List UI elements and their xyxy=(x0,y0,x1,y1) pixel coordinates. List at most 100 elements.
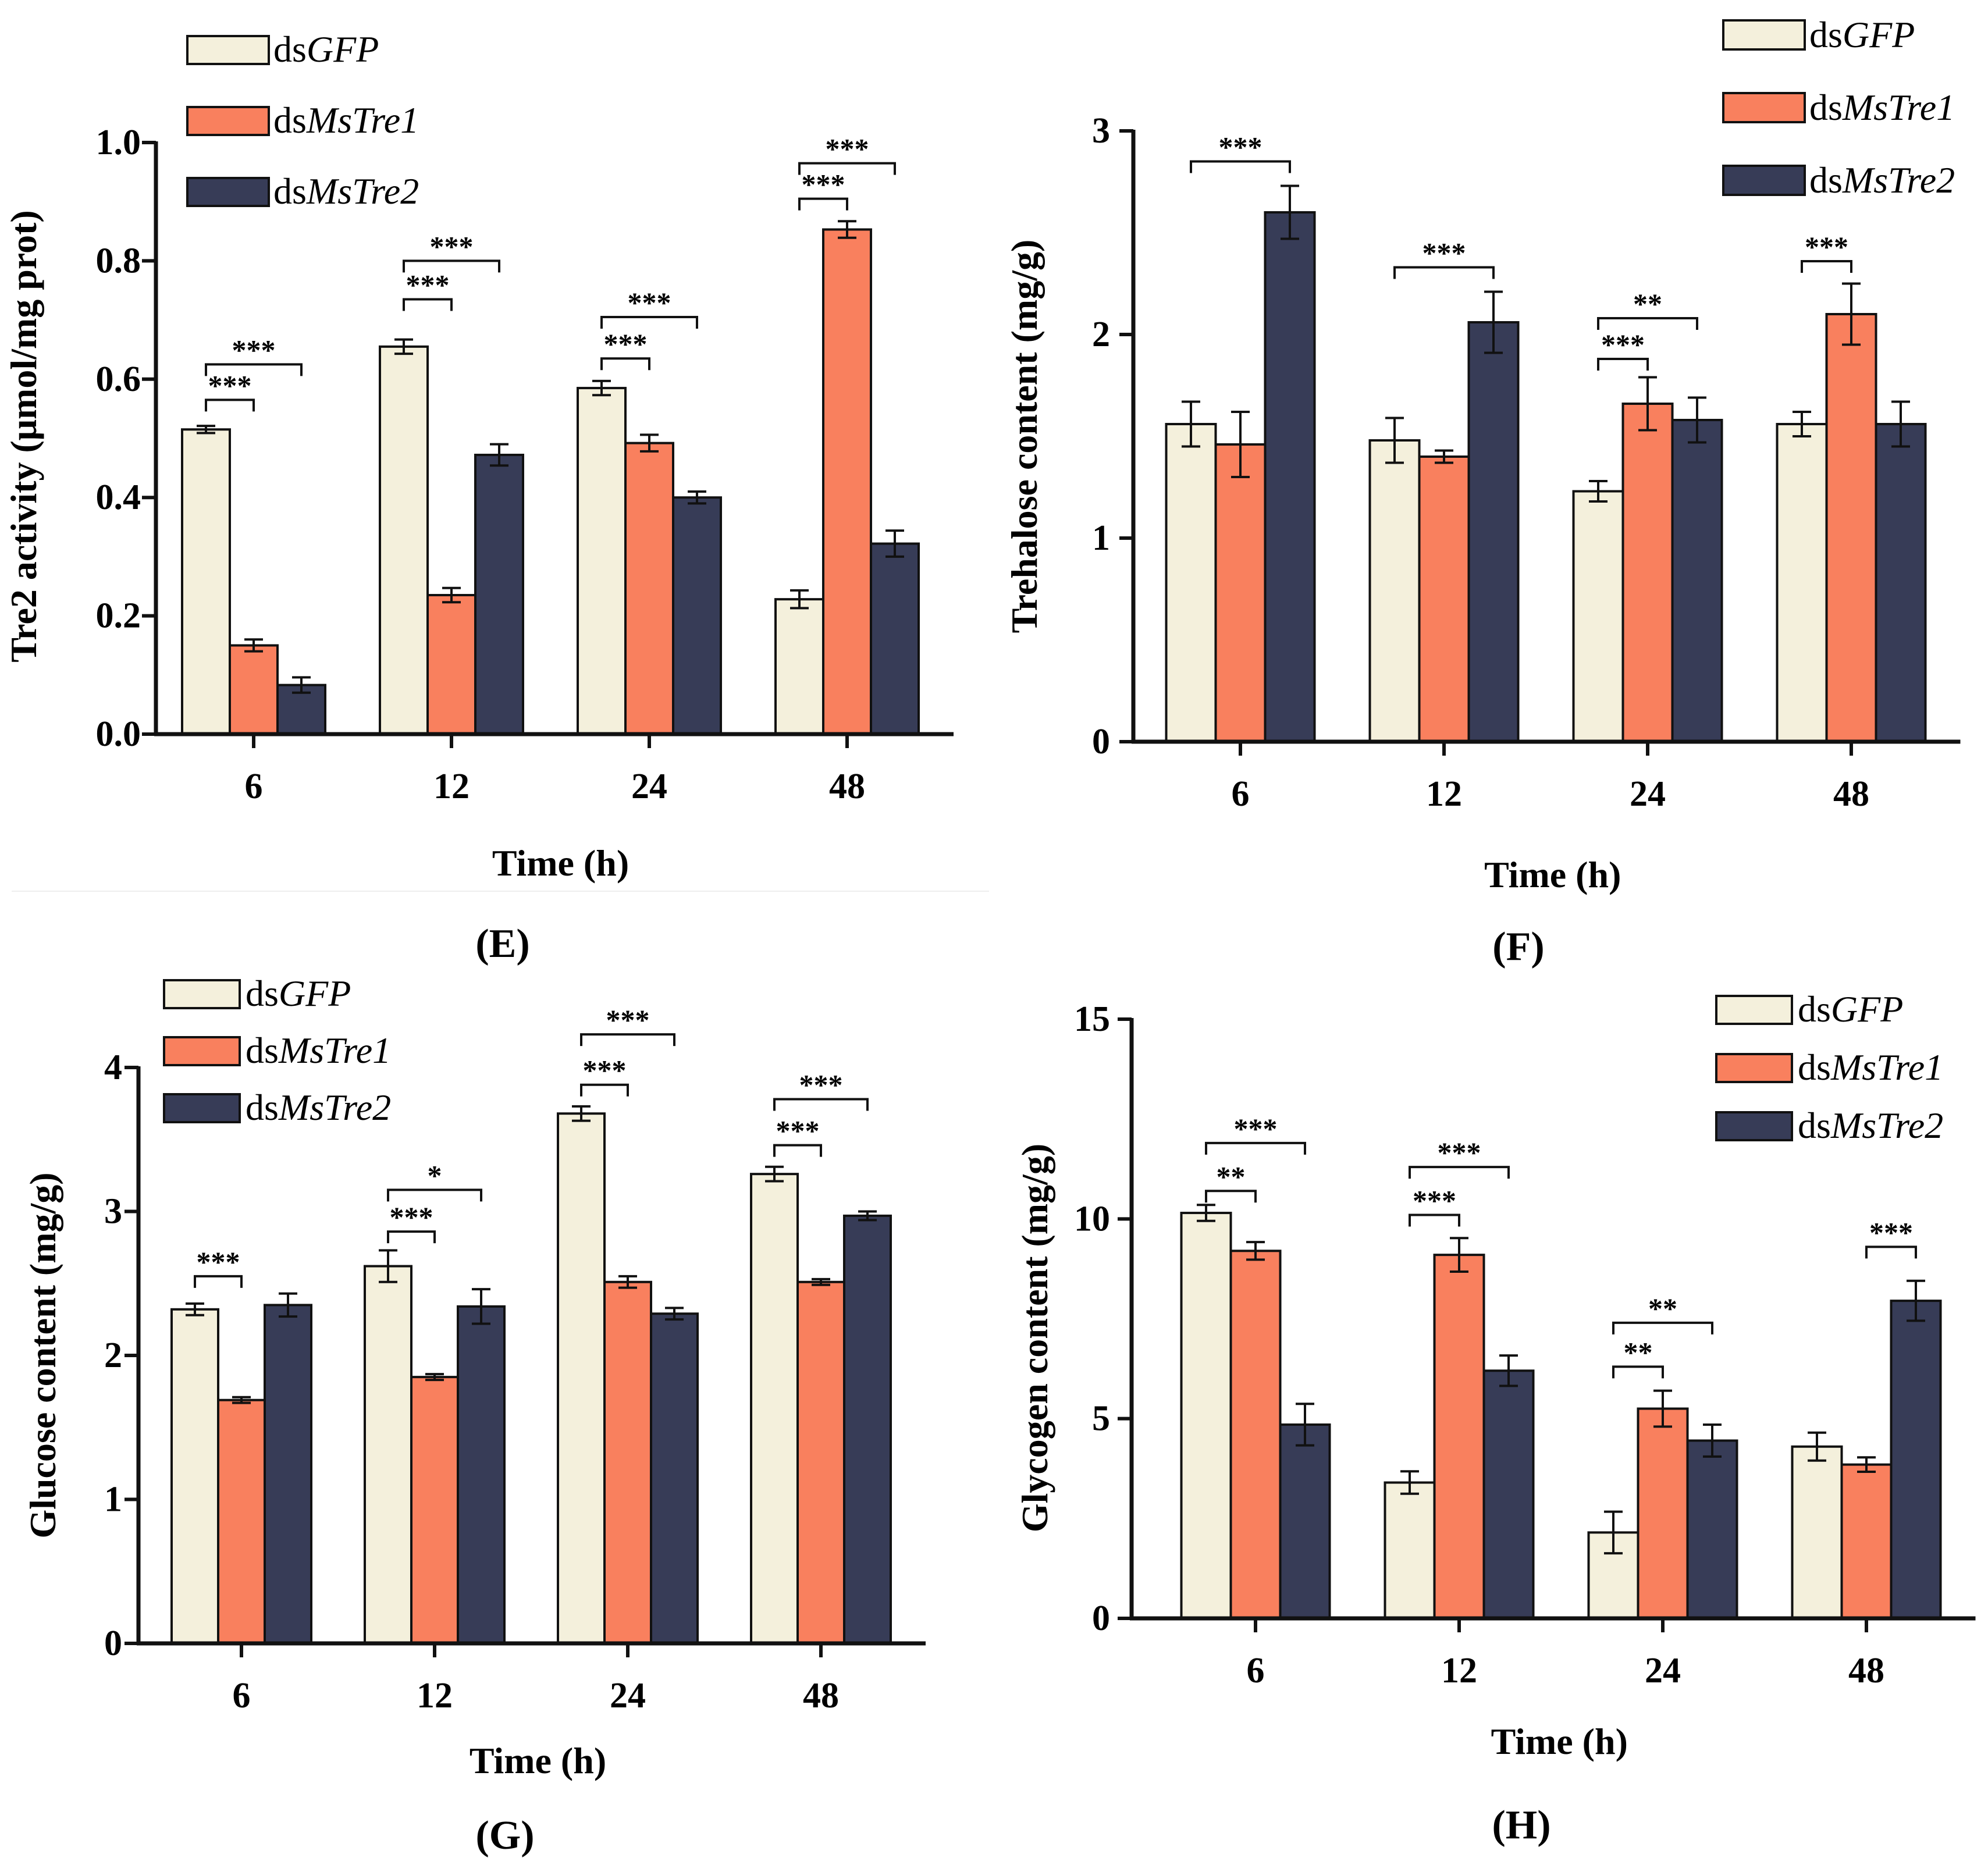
y-tick-label: 0.6 xyxy=(96,360,141,399)
legend-label-dsMsTre2: dsMsTre2 xyxy=(246,1087,391,1128)
significance-bracket xyxy=(600,316,698,329)
bar-dsMsTre2-24h xyxy=(672,496,722,735)
significance-bracket xyxy=(1409,1166,1510,1179)
legend-label-dsGFP: dsGFP xyxy=(246,973,351,1014)
significance-bracket xyxy=(1205,1190,1257,1203)
y-tick-label: 0.2 xyxy=(96,596,141,636)
y-tick-label: 3 xyxy=(104,1192,122,1232)
legend-swatch-dsMsTre1 xyxy=(186,106,270,136)
significance-label: *** xyxy=(1869,1216,1913,1248)
legend-swatch-dsMsTre2 xyxy=(163,1093,241,1123)
significance-bracket xyxy=(773,1144,822,1157)
significance-bracket xyxy=(1190,160,1291,173)
y-axis-title: Glucose content (mg/g) xyxy=(22,1172,63,1538)
significance-label: ** xyxy=(1633,287,1662,320)
significance-bracket xyxy=(1612,1365,1664,1379)
y-tick-label: 2 xyxy=(104,1336,122,1375)
y-tick-label: 1 xyxy=(104,1480,122,1519)
y-tick-label: 0 xyxy=(104,1624,122,1663)
x-tick-label: 24 xyxy=(1645,1651,1681,1691)
legend-label-dsMsTre2: dsMsTre2 xyxy=(273,170,419,212)
bar-dsMsTre1-24h xyxy=(603,1280,652,1645)
legend-label-dsMsTre2: dsMsTre2 xyxy=(1809,159,1955,201)
bar-dsGFP-12h xyxy=(1368,439,1421,743)
x-tick-label: 48 xyxy=(803,1676,839,1716)
legend-swatch-dsGFP xyxy=(1722,19,1806,51)
legend-swatch-dsGFP xyxy=(163,979,241,1009)
y-axis-title: Trehalose content (mg/g) xyxy=(1004,240,1045,634)
significance-label: *** xyxy=(802,168,845,201)
x-tick-label: 48 xyxy=(1848,1651,1884,1691)
bar-dsMsTre2-48h xyxy=(843,1214,892,1645)
significance-bracket xyxy=(1597,358,1649,371)
significance-bracket xyxy=(1801,260,1852,273)
bar-dsGFP-12h xyxy=(1384,1481,1436,1620)
bar-dsMsTre1-12h xyxy=(1433,1254,1485,1620)
significance-label: ** xyxy=(1624,1336,1653,1368)
significance-label: *** xyxy=(583,1054,627,1087)
bar-dsGFP-6h xyxy=(1165,423,1217,743)
bar-dsGFP-6h xyxy=(181,428,231,735)
panel-label: (H) xyxy=(1492,1803,1550,1848)
legend-label-dsMsTre1: dsMsTre1 xyxy=(1798,1047,1943,1088)
bar-dsGFP-12h xyxy=(364,1265,412,1645)
bar-dsGFP-6h xyxy=(1180,1212,1232,1620)
x-tick-label: 12 xyxy=(433,767,470,806)
significance-label: *** xyxy=(826,133,869,165)
significance-bracket xyxy=(580,1083,629,1097)
x-tick-label: 48 xyxy=(1833,774,1869,814)
legend-label-dsMsTre2: dsMsTre2 xyxy=(1798,1105,1943,1146)
bar-dsMsTre1-24h xyxy=(1637,1407,1689,1620)
bar-dsMsTre2-24h xyxy=(1671,419,1723,743)
significance-bracket xyxy=(1865,1245,1917,1259)
bar-dsGFP-48h xyxy=(774,598,824,736)
x-tick-label: 6 xyxy=(233,1676,251,1716)
bar-dsMsTre1-6h xyxy=(217,1398,266,1645)
significance-bracket xyxy=(205,398,255,412)
y-tick-label: 0.0 xyxy=(96,714,141,754)
legend-label-dsGFP: dsGFP xyxy=(1809,14,1915,55)
significance-label: *** xyxy=(604,328,648,360)
bar-dsMsTre1-12h xyxy=(410,1376,459,1645)
y-axis-title: Glycogen content (mg/g) xyxy=(1014,1144,1055,1532)
bar-dsGFP-24h xyxy=(577,387,627,735)
significance-label: *** xyxy=(628,286,671,319)
x-tick-label: 12 xyxy=(417,1676,453,1716)
legend-swatch-dsMsTre2 xyxy=(1722,165,1806,196)
legend-label-dsGFP: dsGFP xyxy=(273,29,379,70)
bar-dsMsTre1-48h xyxy=(1840,1463,1893,1620)
bar-dsGFP-12h xyxy=(379,345,429,735)
significance-bracket xyxy=(1612,1321,1713,1334)
x-axis-title: Time (h) xyxy=(1484,854,1621,895)
panel-label: (F) xyxy=(1492,924,1544,969)
y-tick-label: 4 xyxy=(104,1048,122,1087)
legend-swatch-dsMsTre2 xyxy=(1715,1111,1793,1141)
bar-dsMsTre2-12h xyxy=(457,1305,506,1645)
x-tick-label: 24 xyxy=(610,1676,646,1716)
significance-label: *** xyxy=(1805,230,1848,263)
significance-label: *** xyxy=(406,269,450,301)
bar-dsMsTre1-48h xyxy=(796,1280,845,1645)
x-axis-title: Time (h) xyxy=(492,842,629,884)
bar-dsMsTre1-12h xyxy=(426,594,476,735)
significance-bracket xyxy=(1597,317,1698,330)
x-tick-label: 12 xyxy=(1426,774,1462,814)
bar-dsMsTre2-48h xyxy=(1875,423,1927,743)
y-tick-label: 0 xyxy=(1092,1599,1110,1638)
significance-label: *** xyxy=(1219,131,1262,163)
bar-dsMsTre1-24h xyxy=(1621,403,1674,743)
significance-bracket xyxy=(194,1275,243,1288)
legend: dsGFP dsMsTre1 dsMsTre2 xyxy=(186,29,419,212)
bar-dsGFP-48h xyxy=(750,1173,799,1645)
bar-dsMsTre2-12h xyxy=(1467,321,1520,743)
bar-dsGFP-48h xyxy=(1776,423,1828,743)
legend-swatch-dsMsTre1 xyxy=(1715,1053,1793,1083)
legend-label-dsMsTre1: dsMsTre1 xyxy=(273,99,419,141)
significance-bracket xyxy=(1393,266,1495,279)
significance-bracket xyxy=(403,259,500,273)
x-tick-label: 24 xyxy=(631,767,667,806)
significance-label: *** xyxy=(197,1245,240,1278)
y-tick-label: 0 xyxy=(1092,722,1110,761)
significance-label: *** xyxy=(776,1115,820,1147)
